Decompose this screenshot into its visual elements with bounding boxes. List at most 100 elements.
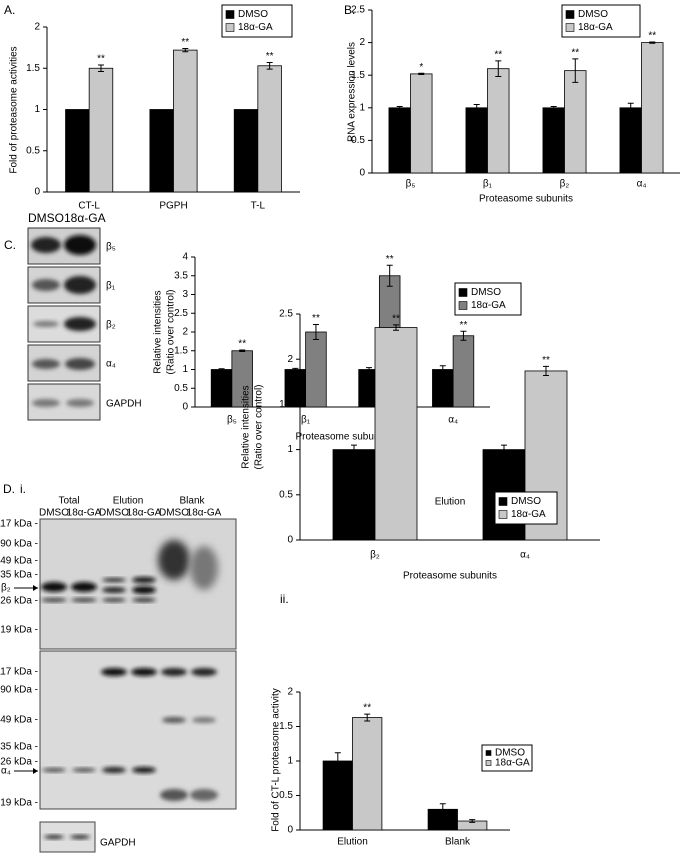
marker-label: 19 kDa - [0, 625, 38, 636]
significance-label: ** [392, 313, 400, 324]
error-bar [649, 41, 656, 44]
arrow-label: β₂ [1, 583, 11, 594]
y-tick-label: 0.5 [174, 383, 188, 394]
bar [149, 109, 174, 193]
blot-lane-label: β₂ [106, 320, 116, 331]
y-axis-label: (Ratio over control) [254, 384, 265, 469]
blot-lane-label: β₁ [106, 281, 116, 292]
legend-box [561, 4, 641, 38]
band [132, 586, 156, 594]
legend-label: 18α-GA [471, 300, 506, 311]
blot-lane-label: β₅ [106, 242, 116, 253]
marker-label: 19 kDa - [0, 798, 38, 809]
legend-swatch [225, 10, 235, 19]
bar [487, 68, 510, 174]
significance-label: * [419, 62, 423, 73]
error-bar [572, 58, 579, 83]
smear [160, 789, 188, 801]
band [131, 668, 157, 676]
x-tick-label: α₄ [448, 415, 458, 426]
band [132, 767, 156, 773]
y-tick-label: 2.5 [174, 308, 188, 319]
bar [465, 107, 488, 174]
band [101, 668, 127, 676]
chart-title: Elution [435, 497, 466, 508]
bar [65, 109, 90, 193]
y-tick-label: 2 [359, 37, 365, 48]
band [191, 668, 217, 676]
band [64, 235, 96, 255]
band [72, 768, 96, 772]
bar [322, 760, 353, 831]
marker-label: 117 kDa - [0, 667, 38, 678]
bar [374, 327, 418, 541]
x-tick-label: Elution [337, 837, 368, 848]
marker-label: 90 kDa - [0, 685, 38, 696]
error-bar [469, 819, 476, 823]
blot-lane-label: GAPDH [100, 838, 136, 849]
condition-label: DMSO [159, 508, 189, 519]
error-bar [501, 444, 507, 455]
marker-label: 35 kDa - [0, 570, 38, 581]
legend-box [481, 744, 533, 772]
arrow-head [33, 585, 38, 591]
blot-lane-label: α₄ [106, 359, 116, 370]
legend-swatch [498, 510, 508, 519]
bar [564, 70, 587, 174]
x-tick-label: β₂ [560, 179, 570, 190]
band [162, 717, 186, 723]
group-label: Elution [113, 496, 144, 507]
bar [619, 107, 642, 174]
y-tick-label: 0.5 [26, 145, 40, 156]
band [44, 835, 64, 839]
marker-label: 49 kDa - [0, 715, 38, 726]
y-tick-label: 0 [359, 168, 365, 179]
y-axis-label: Relative intensities [153, 290, 164, 373]
y-tick-label: 0 [287, 825, 293, 836]
marker-label: 26 kDa - [0, 596, 38, 607]
error-bar [396, 105, 403, 110]
bar [173, 49, 198, 193]
y-axis-label: Fold of CT-L proteasome activity [271, 688, 282, 832]
band [32, 279, 60, 291]
marker-label: 35 kDa - [0, 742, 38, 753]
panel-label: A. [4, 3, 15, 17]
y-tick-label: 1.5 [174, 345, 188, 356]
y-tick-label: 2.5 [279, 309, 293, 320]
bar [233, 109, 259, 193]
bar [432, 369, 454, 408]
bar [257, 65, 282, 193]
band [161, 668, 187, 676]
significance-label: ** [266, 51, 274, 62]
band [102, 578, 126, 582]
band [70, 835, 90, 839]
y-tick-label: 1 [287, 444, 293, 455]
error-bar [364, 713, 371, 722]
error-bar [366, 367, 373, 372]
y-tick-label: 1 [359, 102, 365, 113]
bar [452, 335, 475, 408]
smear [158, 540, 190, 580]
y-tick-label: 1.5 [279, 399, 293, 410]
panel-label: ii. [280, 592, 289, 606]
x-tick-label: β₅ [406, 179, 416, 190]
legend-label: 18α-GA [578, 22, 613, 33]
error-bar [473, 104, 480, 112]
band [132, 598, 156, 602]
bar [542, 107, 565, 174]
blot-lane-label: GAPDH [106, 399, 142, 410]
group-label: Blank [179, 496, 205, 507]
y-tick-label: 2 [287, 354, 293, 365]
y-tick-label: 0 [34, 187, 40, 198]
smear [190, 789, 218, 801]
error-bar [218, 368, 225, 371]
y-tick-label: 2.5 [351, 5, 365, 16]
band [31, 237, 61, 253]
x-tick-label: α₄ [637, 179, 647, 190]
error-bar [495, 60, 502, 78]
significance-label: ** [571, 48, 579, 59]
error-bar [439, 803, 446, 816]
significance-label: ** [648, 31, 656, 42]
group-label: Total [58, 496, 79, 507]
legend-swatch [458, 288, 468, 297]
